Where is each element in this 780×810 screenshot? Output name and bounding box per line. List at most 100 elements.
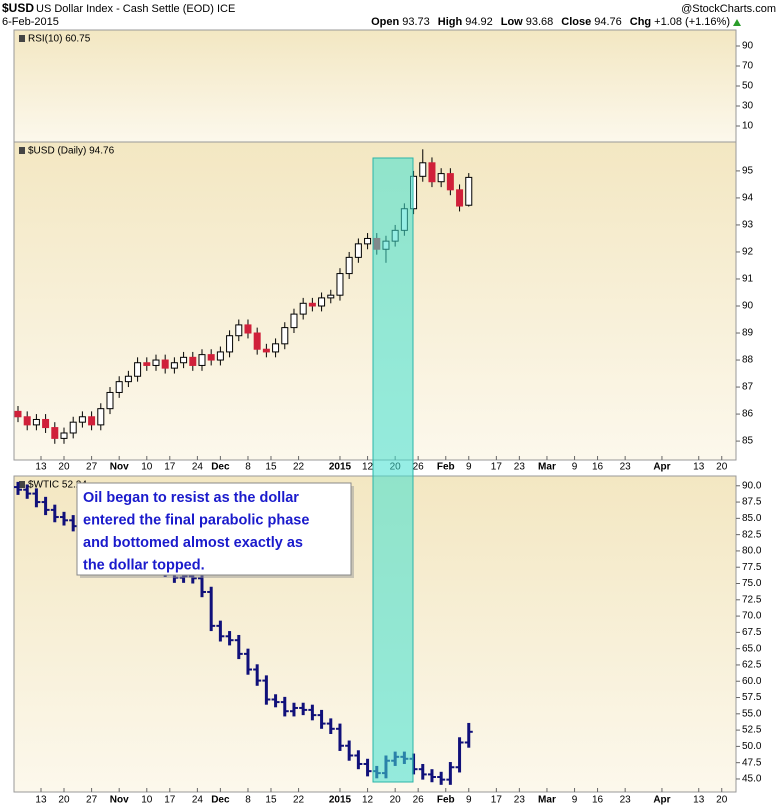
candle-body [170,362,178,369]
x-tick-label: 2015 [329,462,352,473]
y-tick-label: 67.5 [742,627,762,638]
x-tick-label: 17 [491,462,503,473]
x-tick-label: 12 [362,795,374,806]
x-tick-label: 13 [693,795,705,806]
candle-body [143,362,151,366]
y-tick-label: 72.5 [742,594,762,605]
y-tick-label: 95 [742,166,754,177]
candle-body [216,351,224,361]
x-tick-label: 22 [293,462,305,473]
panel-icon [19,481,25,488]
stat-label: High [438,16,463,28]
candle-body [115,381,123,393]
x-tick-label: 27 [86,462,98,473]
candle-body [226,335,234,353]
panel-label: $USD (Daily) 94.76 [28,146,115,157]
x-tick-label: 20 [58,462,70,473]
x-tick-label: Apr [653,462,670,473]
candle-body [180,356,188,364]
candle-body [42,418,50,429]
y-tick-label: 91 [742,274,754,285]
x-tick-label: 10 [141,462,153,473]
x-tick-label: Mar [538,795,556,806]
y-tick-label: 70 [742,61,754,72]
candle-body [198,354,206,366]
candle-body [152,359,160,366]
x-tick-label: 26 [413,795,425,806]
annotation-line: Oil began to resist as the dollar [83,490,299,506]
y-tick-label: 80.0 [742,546,762,557]
candle-body [97,408,105,426]
candle-body [281,327,289,345]
candle-body [290,313,298,329]
stat-label: Open [371,16,399,28]
x-tick-label: Mar [538,462,556,473]
candle-body [428,162,436,183]
panel-icon [19,147,25,154]
annotation-line: and bottomed almost exactly as [83,535,303,551]
x-tick-label: Nov [110,462,129,473]
candle-body [437,173,445,183]
x-tick-label: 20 [716,795,728,806]
candle-body [364,237,372,245]
candle-body [32,418,40,426]
candle-body [308,302,316,307]
x-tick-label: 27 [86,795,98,806]
highlight-zone [372,157,414,783]
y-tick-label: 85 [742,436,754,447]
y-tick-label: 50.0 [742,741,762,752]
y-tick-label: 45.0 [742,774,762,785]
source: @StockCharts.com [681,3,776,15]
x-tick-label: 9 [466,462,472,473]
candle-body [419,162,427,177]
y-tick-label: 86 [742,409,754,420]
candle-body [262,348,270,353]
x-tick-label: Nov [110,795,129,806]
y-tick-label: 62.5 [742,660,762,671]
y-tick-label: 75.0 [742,578,762,589]
x-tick-label: 12 [362,462,374,473]
y-tick-label: 90 [742,301,754,312]
instrument-name: US Dollar Index - Cash Settle (EOD) ICE [36,3,235,15]
x-tick-label: 15 [265,795,277,806]
y-tick-label: 57.5 [742,692,762,703]
y-tick-label: 77.5 [742,562,762,573]
x-tick-label: 9 [466,795,472,806]
x-tick-label: 23 [514,462,526,473]
stat-value: 93.68 [526,16,554,28]
candle-body [106,391,114,410]
x-tick-label: 20 [716,462,728,473]
x-tick-label: Apr [653,795,670,806]
candle-body [124,375,132,383]
y-tick-label: 52.5 [742,725,762,736]
candle-body [299,302,307,315]
y-tick-label: 60.0 [742,676,762,687]
x-tick-label: 10 [141,795,153,806]
candle-body [456,189,464,207]
x-tick-label: 24 [192,462,204,473]
x-tick-label: 9 [572,795,578,806]
y-tick-label: 87.5 [742,497,762,508]
candle-body [465,176,473,206]
x-tick-label: 13 [35,462,47,473]
stat-value: 94.76 [594,16,622,28]
change-arrow [733,19,741,26]
y-tick-label: 90 [742,41,754,52]
x-tick-label: 15 [265,462,277,473]
x-tick-label: 26 [413,462,425,473]
panel-icon [19,35,25,42]
y-tick-label: 30 [742,101,754,112]
candle-body [253,332,261,350]
symbol: $USD [2,1,34,15]
y-tick-label: 70.0 [742,611,762,622]
x-tick-label: 20 [58,795,70,806]
y-tick-label: 90.0 [742,480,762,491]
x-tick-label: 17 [164,795,176,806]
candle-body [14,410,22,418]
candle-body [78,416,86,423]
y-tick-label: 87 [742,382,754,393]
x-tick-label: Dec [211,462,230,473]
panel-label: RSI(10) 60.75 [28,34,91,45]
annotation-line: the dollar topped. [83,557,205,573]
